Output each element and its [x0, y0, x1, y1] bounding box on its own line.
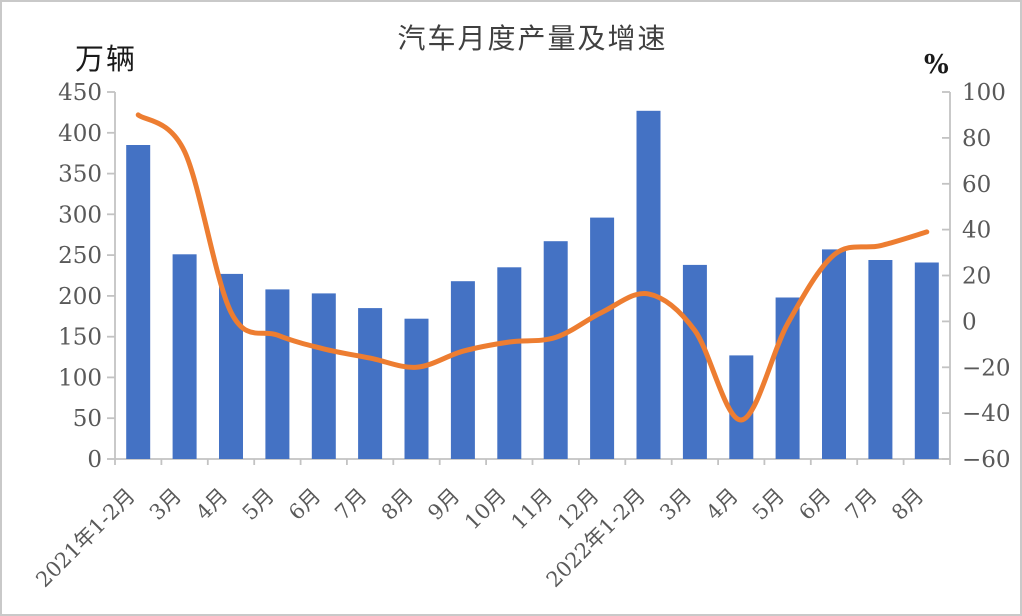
left-axis-tick-label: 400: [58, 121, 102, 147]
x-axis-category-label: 7月: [330, 484, 371, 525]
right-axis-tick-label: 100: [962, 80, 1006, 106]
left-axis-tick-label: 100: [58, 365, 102, 391]
right-axis-tick-label: 60: [962, 172, 991, 198]
x-axis-category-label: 8月: [887, 484, 928, 525]
production-bar: [450, 281, 475, 459]
production-bar: [358, 308, 383, 459]
production-bar: [497, 267, 522, 459]
left-axis-tick-label: 50: [73, 406, 102, 432]
left-axis-tick-label: 0: [87, 447, 102, 473]
x-axis-category-label: 4月: [191, 484, 232, 525]
x-axis-category-label: 3月: [145, 484, 186, 525]
left-axis-tick-label: 250: [58, 243, 102, 269]
production-bar: [265, 289, 290, 459]
left-axis-unit-label: 万辆: [75, 42, 138, 76]
production-bar: [822, 249, 846, 459]
left-axis-tick-label: 150: [58, 325, 102, 351]
production-bar: [172, 254, 197, 459]
left-axis-tick-label: 200: [58, 284, 102, 310]
right-axis-tick-label: −40: [962, 401, 1011, 427]
x-axis-category-label: 3月: [655, 484, 696, 525]
x-axis-category-label: 4月: [702, 484, 743, 525]
x-axis-category-label: 5月: [748, 484, 789, 525]
x-axis-category-label: 8月: [377, 484, 418, 525]
right-axis-tick-label: −60: [962, 447, 1011, 473]
production-bar: [729, 355, 754, 459]
right-axis-tick-label: 40: [962, 218, 991, 244]
production-bar: [543, 241, 568, 459]
x-axis-category-label: 5月: [238, 484, 279, 525]
x-axis-category-label: 6月: [794, 484, 835, 525]
production-bar: [636, 110, 661, 460]
production-bar: [219, 273, 243, 459]
chart-title: 汽车月度产量及增速: [397, 22, 668, 55]
x-axis-category-label: 10月: [460, 484, 511, 535]
left-axis-tick-label: 450: [58, 80, 102, 106]
right-axis-tick-label: 80: [962, 126, 991, 152]
right-axis-unit-label: %: [924, 50, 949, 80]
right-axis-tick-label: −20: [962, 355, 1011, 381]
production-bar: [404, 318, 429, 459]
left-axis-tick-label: 350: [58, 162, 102, 188]
x-axis-category-label: 2021年1-2月: [31, 484, 139, 592]
right-axis-tick-label: 20: [962, 264, 991, 290]
production-bar: [914, 262, 939, 459]
production-bar: [126, 145, 151, 459]
production-bar: [311, 293, 336, 459]
right-axis-tick-label: 0: [962, 309, 977, 335]
production-bar: [682, 264, 707, 459]
growth-line: [135, 112, 930, 423]
production-bar: [868, 260, 893, 459]
x-axis-category-label: 7月: [841, 484, 882, 525]
x-axis-category-label: 11月: [507, 484, 558, 535]
production-bar: [590, 217, 615, 459]
left-axis-tick-label: 300: [58, 202, 102, 228]
x-axis-category-label: 6月: [284, 484, 325, 525]
x-axis-category-label: 9月: [423, 484, 464, 525]
